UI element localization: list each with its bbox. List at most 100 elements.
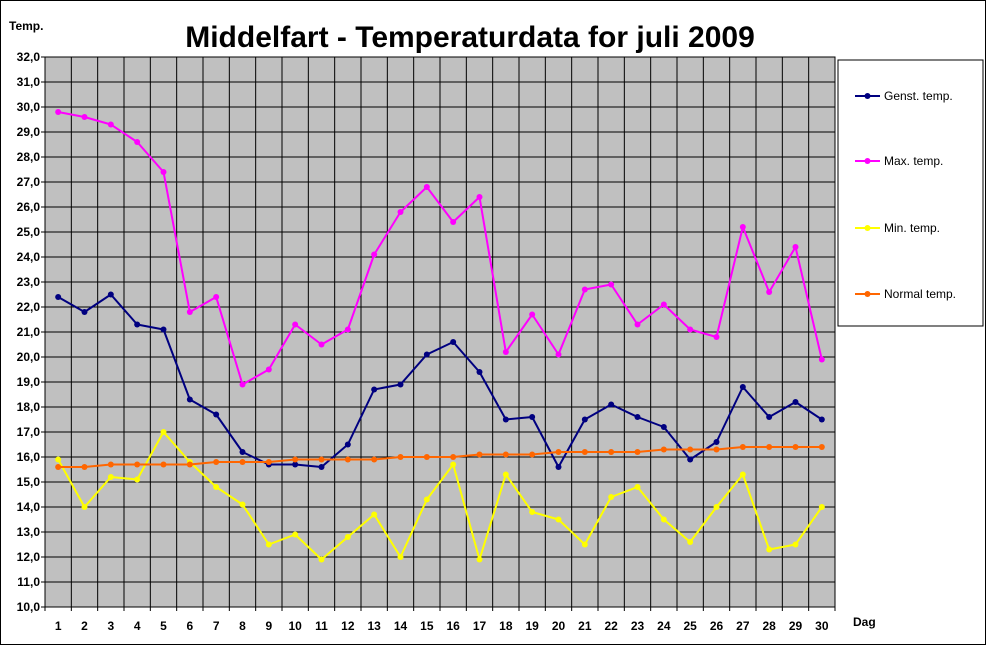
y-tick-label: 24,0: [17, 250, 41, 264]
y-tick-label: 25,0: [17, 225, 41, 239]
data-point: [818, 504, 825, 510]
x-tick-label: 28: [762, 619, 776, 633]
data-point: [476, 369, 483, 375]
y-tick-label: 30,0: [17, 100, 41, 114]
legend-items: Genst. temp. Max. temp. Min. temp. Normal t…: [855, 89, 956, 301]
data-point: [608, 449, 615, 455]
series-genst-temp: [55, 291, 825, 470]
y-tick-label: 15,0: [17, 475, 41, 489]
y-tick-label: 14,0: [17, 500, 41, 514]
data-point: [581, 416, 588, 423]
data-point: [134, 476, 141, 483]
data-point: [450, 454, 457, 460]
data-point: [292, 531, 299, 538]
data-point: [213, 294, 220, 300]
y-tick-label: 11,0: [17, 575, 40, 589]
x-tick-label: 7: [213, 619, 220, 633]
data-point: [318, 341, 325, 348]
x-axis-label: Dag: [853, 615, 876, 629]
data-point: [634, 484, 641, 490]
x-tick-label: 11: [315, 619, 328, 633]
data-point: [660, 301, 667, 308]
data-point: [581, 449, 588, 455]
data-point: [265, 366, 272, 373]
data-point: [608, 401, 615, 408]
data-point: [529, 414, 536, 420]
legend-swatch-marker: [864, 291, 871, 297]
data-point: [502, 451, 509, 458]
data-point: [186, 461, 193, 468]
data-point: [134, 461, 141, 468]
x-tick-label: 16: [446, 619, 460, 633]
data-point: [107, 474, 114, 480]
x-tick-label: 14: [394, 619, 408, 633]
data-point: [107, 121, 114, 128]
data-point: [318, 556, 325, 563]
data-point: [107, 461, 114, 468]
data-point: [344, 534, 351, 540]
data-point: [344, 456, 351, 463]
data-point: [239, 449, 246, 455]
data-point: [713, 439, 720, 445]
data-point: [766, 444, 773, 450]
data-point: [397, 454, 404, 460]
data-point: [555, 351, 562, 358]
x-tick-label: 15: [420, 619, 434, 633]
data-point: [186, 396, 193, 403]
data-point: [397, 381, 404, 388]
data-point: [687, 539, 694, 545]
data-point: [318, 456, 325, 463]
data-point: [318, 464, 325, 470]
x-tick-label: 30: [815, 619, 829, 633]
data-point: [634, 414, 641, 420]
data-point: [81, 114, 88, 120]
data-point: [292, 461, 299, 468]
y-tick-label: 31,0: [17, 75, 41, 89]
data-point: [344, 441, 351, 448]
x-tick-label: 26: [710, 619, 724, 633]
data-point: [581, 286, 588, 293]
data-point: [371, 511, 378, 518]
data-point: [239, 381, 246, 388]
data-point: [660, 516, 667, 523]
data-point: [371, 456, 378, 463]
data-point: [555, 449, 562, 455]
data-point: [502, 349, 509, 355]
data-point: [160, 461, 167, 468]
data-point: [55, 464, 62, 470]
x-tick-label: 19: [525, 619, 539, 633]
data-point: [450, 219, 457, 225]
data-point: [265, 541, 272, 548]
y-tick-label: 32,0: [17, 50, 41, 64]
data-point: [476, 451, 483, 458]
x-tick-label: 8: [239, 619, 246, 633]
y-tick-label: 12,0: [17, 550, 41, 564]
x-tick-label: 2: [81, 619, 88, 633]
data-point: [107, 291, 114, 298]
data-point: [134, 321, 141, 328]
data-point: [581, 541, 588, 548]
data-point: [792, 399, 799, 405]
y-tick-label: 29,0: [17, 125, 41, 139]
y-axis-label: Temp.: [9, 19, 43, 33]
x-tick-label: 17: [473, 619, 487, 633]
series-max-temp: [55, 109, 825, 388]
data-point: [134, 139, 141, 145]
legend-label: Normal temp.: [884, 287, 956, 301]
x-tick-label: 24: [657, 619, 671, 633]
data-point: [423, 351, 430, 358]
data-point: [687, 326, 694, 333]
data-point: [213, 484, 220, 490]
x-tick-label: 12: [341, 619, 355, 633]
y-tick-label: 27,0: [17, 175, 41, 189]
y-tick-label: 23,0: [17, 275, 41, 289]
x-tick-label: 29: [789, 619, 803, 633]
x-tick-label: 13: [367, 619, 381, 633]
data-point: [160, 169, 167, 175]
y-tick-label: 19,0: [17, 375, 41, 389]
data-point: [529, 311, 536, 318]
series-line: [57, 431, 823, 561]
data-point: [423, 184, 430, 190]
y-tick-label: 22,0: [17, 300, 41, 314]
data-point: [739, 384, 746, 390]
